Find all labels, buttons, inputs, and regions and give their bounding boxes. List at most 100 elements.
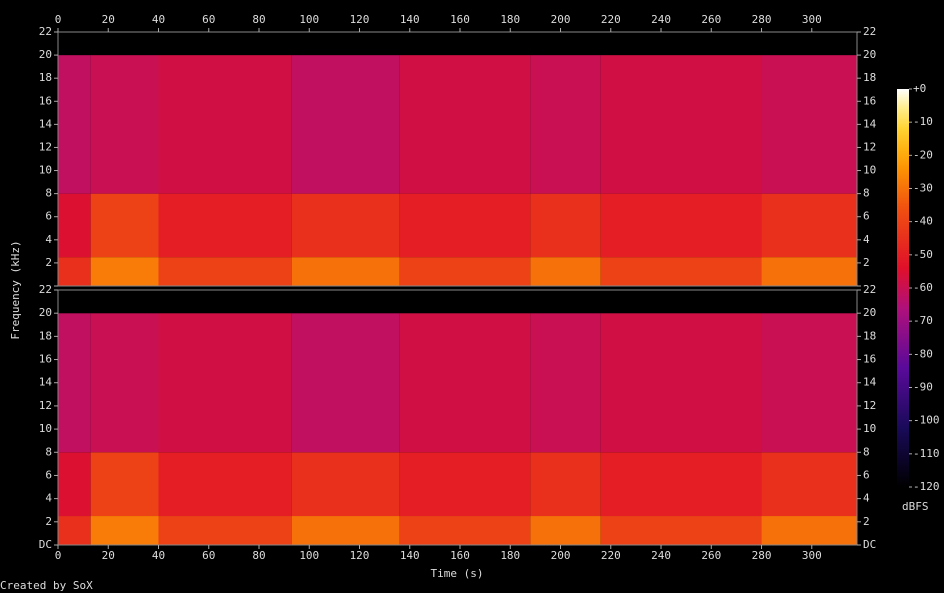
y-tick-label: DC: [39, 538, 52, 551]
y-tick-label: 12: [39, 399, 52, 412]
y-tick-label: 10: [863, 422, 876, 435]
spectrogram-cell: [600, 32, 762, 56]
y-tick-label: 2: [863, 515, 870, 528]
x-tick-label: 220: [601, 549, 621, 562]
spectrogram-cell: [58, 516, 91, 545]
colorbar-tick-label: -70: [913, 314, 933, 327]
x-tick-label: 80: [252, 13, 265, 26]
spectrogram-cell: [761, 32, 857, 56]
spectrogram-cell: [158, 193, 292, 258]
y-tick-label: 8: [863, 187, 870, 200]
spectrogram-cell: [90, 452, 159, 517]
spectrogram-cell: [58, 290, 91, 314]
spectrogram-cell: [761, 452, 857, 517]
y-tick-label: 10: [39, 164, 52, 177]
spectrogram-cell: [291, 55, 400, 194]
plot-frame: [57, 289, 858, 546]
x-tick-label: 80: [252, 549, 265, 562]
x-tick-label: 0: [55, 13, 62, 26]
spectrogram-cell: [600, 516, 762, 545]
x-tick-label: 260: [701, 13, 721, 26]
spectrogram-cell: [291, 193, 400, 258]
y-tick-label: 14: [39, 117, 53, 130]
x-tick-label: 0: [55, 549, 62, 562]
credit: Created by SoX: [0, 579, 93, 592]
x-tick-label: 100: [299, 549, 319, 562]
spectrogram-cell: [761, 516, 857, 545]
x-tick-label: 180: [500, 13, 520, 26]
y-tick-label: 2: [863, 256, 870, 269]
spectrogram-cell: [399, 193, 531, 258]
colorbar-tick-label: -90: [913, 381, 933, 394]
y-tick-label: 12: [39, 140, 52, 153]
y-tick-label: 6: [45, 468, 52, 481]
spectrogram-cell: [530, 193, 601, 258]
y-tick-label: 14: [863, 376, 877, 389]
spectrogram-cell: [761, 313, 857, 453]
colorbar-tick-label: -10: [913, 115, 933, 128]
colorbar: [897, 89, 909, 487]
spectrogram-cell: [90, 55, 159, 194]
spectrogram-cell: [761, 290, 857, 314]
y-tick-label: 18: [39, 71, 52, 84]
y-tick-label: 18: [863, 329, 876, 342]
spectrogram-cell: [530, 313, 601, 453]
spectrogram-cell: [600, 452, 762, 517]
x-tick-label: 300: [802, 549, 822, 562]
y-tick-label: 16: [39, 94, 52, 107]
y-tick-label: 20: [39, 306, 52, 319]
spectrogram-cell: [291, 257, 400, 286]
x-tick-label: 60: [202, 549, 215, 562]
spectrogram-cell: [600, 313, 762, 453]
y-tick-label: 12: [863, 140, 876, 153]
y-tick-label: 8: [45, 445, 52, 458]
x-tick-label: 280: [752, 549, 772, 562]
spectrogram-cell: [530, 257, 601, 286]
spectrogram-cell: [58, 55, 91, 194]
y-tick-label: 20: [863, 306, 876, 319]
y-tick-label: 22: [39, 25, 52, 38]
spectrogram-cell: [530, 55, 601, 194]
spectrogram-cell: [58, 257, 91, 286]
spectrogram-cell: [158, 257, 292, 286]
y-tick-label: 18: [863, 71, 876, 84]
x-axis-label: Time (s): [431, 567, 484, 580]
spectrogram-cell: [58, 32, 91, 56]
y-tick-label: 6: [863, 210, 870, 223]
spectrogram-cell: [158, 313, 292, 453]
y-tick-label: 4: [45, 233, 52, 246]
spectrogram-cell: [90, 290, 159, 314]
colorbar-tick-label: -80: [913, 347, 933, 360]
y-tick-label: 8: [45, 187, 52, 200]
y-tick-label: 20: [39, 48, 52, 61]
y-tick-label: DC: [863, 538, 876, 551]
spectrogram-cell: [291, 313, 400, 453]
spectrogram-cell: [158, 290, 292, 314]
x-tick-label: 120: [350, 13, 370, 26]
spectrogram-cell: [399, 516, 531, 545]
spectrogram-cell: [761, 193, 857, 258]
y-tick-label: 6: [45, 210, 52, 223]
x-tick-label: 20: [102, 13, 115, 26]
spectrogram-cell: [600, 193, 762, 258]
y-tick-label: 12: [863, 399, 876, 412]
y-tick-label: 16: [863, 353, 876, 366]
x-tick-label: 180: [500, 549, 520, 562]
y-axis-label: Frequency (kHz): [9, 240, 22, 339]
spectrogram-cell: [600, 290, 762, 314]
spectrogram-cell: [399, 257, 531, 286]
x-tick-label: 200: [551, 13, 571, 26]
x-tick-label: 160: [450, 549, 470, 562]
spectrogram-cell: [158, 55, 292, 194]
y-tick-label: 8: [863, 445, 870, 458]
spectrogram-cell: [90, 32, 159, 56]
x-tick-label: 200: [551, 549, 571, 562]
y-tick-label: 22: [863, 25, 876, 38]
x-tick-label: 260: [701, 549, 721, 562]
spectrogram-cell: [399, 290, 531, 314]
spectrogram-cell: [399, 452, 531, 517]
colorbar-tick-label: -100: [913, 414, 940, 427]
spectrogram-cell: [90, 193, 159, 258]
x-tick-label: 60: [202, 13, 215, 26]
